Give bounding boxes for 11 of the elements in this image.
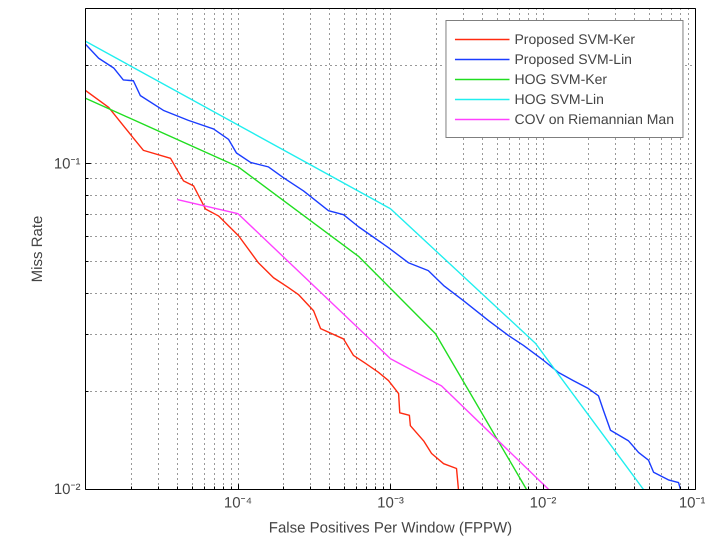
y-axis-title: Miss Rate bbox=[28, 216, 46, 282]
legend-label: HOG SVM-Lin bbox=[514, 90, 604, 108]
x-tick-label: 10⁻¹ bbox=[678, 494, 706, 512]
legend-label: HOG SVM-Ker bbox=[514, 70, 608, 88]
x-tick-label: 10⁻² bbox=[530, 494, 556, 512]
legend-label: Proposed SVM-Lin bbox=[514, 50, 632, 68]
x-tick-label: 10⁻⁴ bbox=[224, 494, 252, 512]
x-tick-label: 10⁻³ bbox=[377, 494, 404, 512]
legend-label: Proposed SVM-Ker bbox=[514, 30, 636, 48]
x-axis-title: False Positives Per Window (FPPW) bbox=[268, 520, 512, 536]
legend-label: COV on Riemannian Man bbox=[514, 110, 674, 128]
